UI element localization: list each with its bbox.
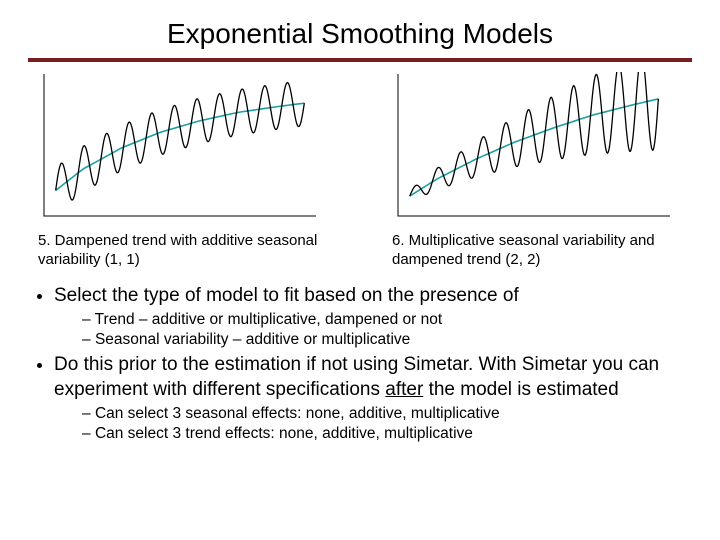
bullet-1-text: Select the type of model to fit based on… bbox=[54, 285, 519, 306]
bullet-2-sublist: Can select 3 seasonal effects: none, add… bbox=[54, 404, 692, 444]
chart-left-svg bbox=[38, 72, 318, 222]
chart-left bbox=[38, 72, 328, 222]
caption-left: 5. Dampened trend with additive seasonal… bbox=[38, 222, 328, 270]
bullet-1-sub-2: Seasonal variability – additive or multi… bbox=[82, 330, 692, 350]
charts-row: 5. Dampened trend with additive seasonal… bbox=[38, 72, 682, 270]
bullet-1-sub-1: Trend – additive or multiplicative, damp… bbox=[82, 310, 692, 330]
body-text: Select the type of model to fit based on… bbox=[28, 284, 692, 444]
bullet-2: Do this prior to the estimation if not u… bbox=[54, 353, 692, 443]
chart-right-svg bbox=[392, 72, 672, 222]
bullet-list: Select the type of model to fit based on… bbox=[28, 284, 692, 444]
bullet-1: Select the type of model to fit based on… bbox=[54, 284, 692, 350]
bullet-2-sub-2: Can select 3 trend effects: none, additi… bbox=[82, 424, 692, 444]
caption-right: 6. Multiplicative seasonal variability a… bbox=[392, 222, 682, 270]
page-title: Exponential Smoothing Models bbox=[28, 12, 692, 58]
bullet-2-sub-1: Can select 3 seasonal effects: none, add… bbox=[82, 404, 692, 424]
chart-block-left: 5. Dampened trend with additive seasonal… bbox=[38, 72, 328, 270]
bullet-2-underlined: after bbox=[385, 379, 423, 400]
chart-block-right: 6. Multiplicative seasonal variability a… bbox=[392, 72, 682, 270]
bullet-2-post: the model is estimated bbox=[423, 379, 618, 400]
chart-right bbox=[392, 72, 682, 222]
slide: Exponential Smoothing Models 5. Dampened… bbox=[0, 0, 720, 540]
bullet-1-sublist: Trend – additive or multiplicative, damp… bbox=[54, 310, 692, 350]
title-divider bbox=[28, 58, 692, 62]
